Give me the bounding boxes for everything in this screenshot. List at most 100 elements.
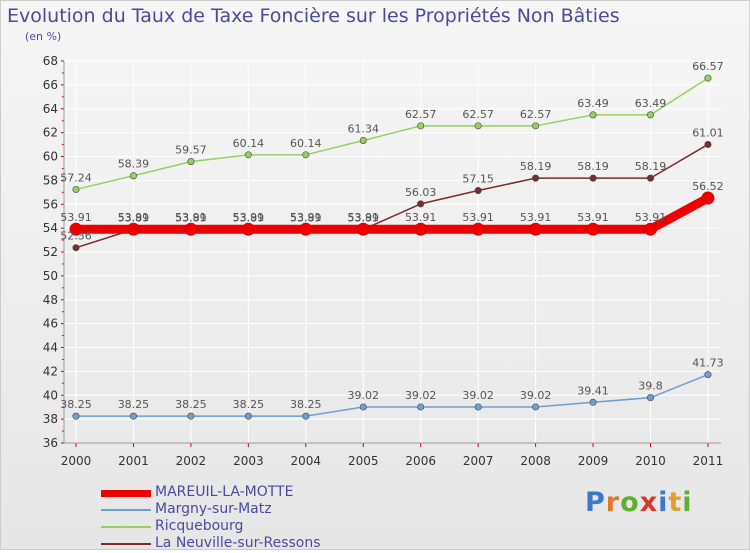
series-line (75, 373, 709, 417)
logo-letter: o (620, 487, 640, 518)
series-ricquebourg (72, 74, 712, 193)
data-label: 38.25 (175, 398, 207, 411)
logo-letter: P (585, 487, 606, 518)
data-point (417, 122, 425, 130)
data-label: 57.15 (462, 173, 494, 186)
x-tick-label: 2004 (291, 454, 322, 468)
data-label: 38.25 (118, 398, 150, 411)
gridlines (64, 60, 721, 444)
data-label: 62.57 (520, 108, 552, 121)
data-labels: 38.25 38.25 38.25 38.25 38.25 39.02 39.02 39.02… (60, 60, 723, 411)
data-label: 60.14 (233, 137, 265, 150)
data-label: 53.91 (290, 211, 322, 224)
series-mareuil-la-motte (69, 191, 715, 236)
logo-letter: r (605, 487, 621, 518)
data-label: 53.91 (520, 211, 552, 224)
data-label: 53.91 (118, 211, 150, 224)
legend-label: MAREUIL-LA-MOTTE (155, 484, 294, 500)
y-tick-label: 64 (43, 102, 58, 116)
data-point (69, 222, 83, 236)
x-tick-label: 2010 (635, 454, 666, 468)
series-la-neuville-sur-ressons (72, 140, 712, 252)
legend-label: Ricquebourg (155, 518, 244, 534)
data-point (586, 222, 600, 236)
y-tick-label: 46 (43, 317, 58, 331)
y-tick-label: 66 (43, 78, 58, 92)
data-label: 56.03 (405, 186, 437, 199)
x-tick-label: 2000 (61, 454, 92, 468)
x-tick-label: 2003 (233, 454, 264, 468)
data-label: 53.91 (175, 211, 207, 224)
data-point (187, 412, 195, 420)
y-tick-label: 44 (43, 341, 58, 355)
data-point (244, 412, 252, 420)
data-label: 61.01 (692, 126, 724, 139)
data-label: 58.19 (520, 160, 552, 173)
legend-label: La Neuville-sur-Ressons (155, 535, 321, 551)
data-label: 62.57 (405, 108, 437, 121)
x-tick-label: 2006 (405, 454, 436, 468)
data-point (471, 222, 485, 236)
data-label: 57.24 (60, 171, 92, 184)
x-tick-label: 2002 (176, 454, 207, 468)
y-tick-label: 38 (43, 412, 58, 426)
data-label: 53.89 (175, 211, 207, 224)
legend-swatch-ricquebourg (101, 526, 151, 528)
data-point (414, 222, 428, 236)
data-label: 53.89 (290, 211, 322, 224)
data-point (241, 222, 255, 236)
y-tick-label: 62 (43, 126, 58, 140)
data-point (532, 122, 540, 130)
data-point (532, 403, 540, 411)
data-label: 53.91 (635, 211, 667, 224)
data-label: 56.52 (692, 180, 724, 193)
data-label: 59.57 (175, 144, 207, 157)
data-point (72, 244, 80, 252)
axes: 36 38 40 42 44 46 48 50 52 54 56 58 60 62 64 66 68 2000 20… (43, 54, 724, 468)
data-label: 39.02 (462, 389, 494, 402)
legend-swatch-la-neuville (101, 543, 151, 545)
series-line (75, 77, 709, 191)
data-label: 53.91 (348, 211, 380, 224)
data-point (644, 222, 657, 236)
y-tick-label: 60 (43, 150, 58, 164)
legend-label: Margny-sur-Matz (155, 501, 272, 517)
data-label: 58.19 (635, 160, 667, 173)
logo-letter: x (639, 487, 659, 518)
data-label: 39.02 (348, 389, 380, 402)
data-label: 58.19 (577, 160, 609, 173)
data-label: 61.34 (348, 123, 380, 136)
data-point (646, 111, 654, 119)
data-label: 39.02 (405, 389, 437, 402)
y-tick-label: 40 (43, 388, 58, 402)
data-label: 53.91 (233, 211, 265, 224)
data-label: 39.02 (520, 389, 552, 402)
data-label: 38.25 (290, 398, 322, 411)
y-tick-label: 58 (43, 173, 58, 187)
y-tick-label: 52 (43, 245, 58, 259)
series-line (71, 193, 713, 234)
data-point (302, 412, 310, 420)
data-label: 53.89 (233, 211, 265, 224)
x-tick-label: 2009 (578, 454, 609, 468)
data-label: 52.36 (60, 230, 92, 243)
y-tick-label: 68 (43, 54, 58, 68)
data-point (646, 174, 654, 182)
data-point (244, 151, 252, 159)
logo-letter: i (658, 487, 669, 518)
data-label: 63.49 (635, 97, 667, 110)
data-point (72, 412, 80, 420)
data-point (474, 187, 482, 195)
y-tick-label: 48 (43, 293, 58, 307)
data-label: 38.25 (233, 398, 265, 411)
y-tick-label: 36 (43, 436, 58, 450)
data-point (646, 394, 654, 402)
data-point (129, 412, 137, 420)
data-label: 53.91 (462, 211, 494, 224)
series-margny-sur-matz (72, 371, 712, 420)
y-tick-label: 42 (43, 364, 58, 378)
data-point (184, 222, 198, 236)
data-point (474, 403, 482, 411)
